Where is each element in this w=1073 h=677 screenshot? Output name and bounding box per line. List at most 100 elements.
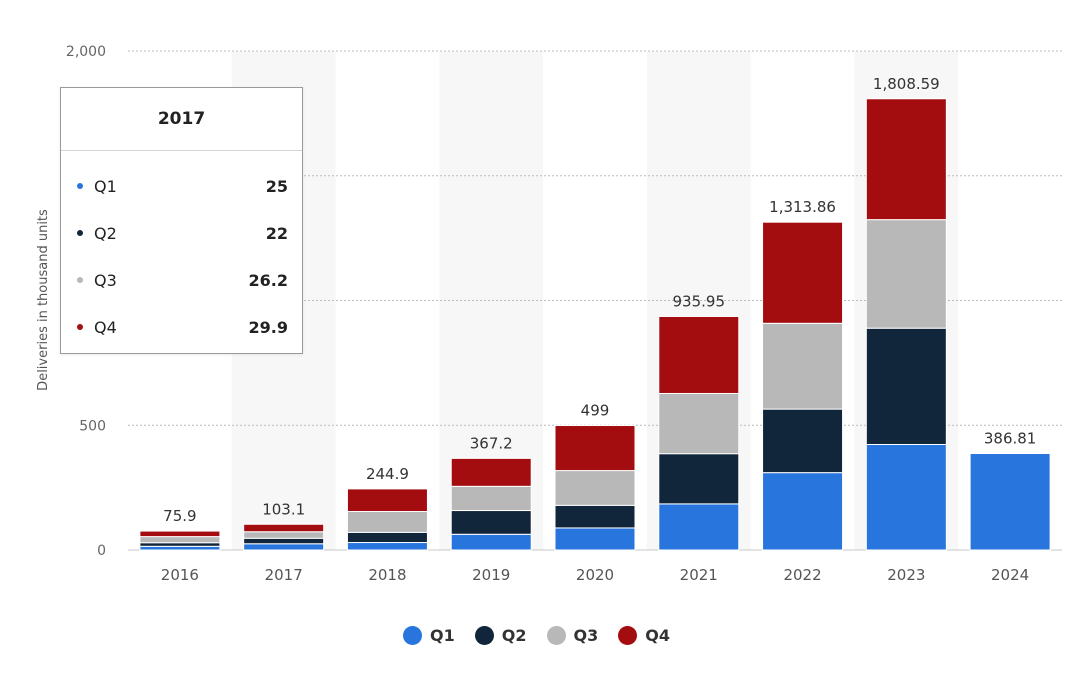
- bar-segment-q1[interactable]: [450, 533, 532, 551]
- x-tick-label: 2018: [368, 566, 406, 584]
- bar-segment-q4[interactable]: [762, 221, 844, 324]
- x-tick-label: 2021: [680, 566, 718, 584]
- bar-segment-q4[interactable]: [865, 98, 947, 221]
- legend-label: Q2: [501, 625, 527, 645]
- tooltip-series-value: 26.2: [248, 271, 288, 290]
- tooltip-series-name: Q2: [94, 224, 117, 243]
- bar-segment-q4[interactable]: [139, 530, 221, 538]
- y-tick-label: 500: [79, 418, 106, 434]
- legend-label: Q1: [430, 625, 455, 645]
- x-tick-label: 2019: [472, 566, 510, 584]
- bar-segment-q2[interactable]: [139, 542, 221, 547]
- legend-item-q2[interactable]: Q2: [474, 625, 527, 645]
- bar-segment-q4[interactable]: [243, 523, 325, 533]
- bar-segment-q1[interactable]: [658, 503, 740, 551]
- tooltip-series-value: 25: [265, 177, 288, 196]
- bar-segment-q3[interactable]: [139, 536, 221, 544]
- bar-stack-2022[interactable]: [762, 221, 844, 551]
- bar-segment-q2[interactable]: [762, 408, 844, 474]
- tooltip-series-value: 22: [265, 224, 288, 243]
- legend: Q1 Q2 Q3 Q4: [0, 620, 1073, 650]
- legend-item-q4[interactable]: Q4: [618, 625, 670, 645]
- bar-total-label: 499: [581, 402, 610, 420]
- bar-segment-q1[interactable]: [865, 443, 947, 551]
- bar-stack-2016[interactable]: [139, 530, 221, 551]
- bar-segment-q4[interactable]: [346, 488, 428, 513]
- bar-segment-q1[interactable]: [139, 545, 221, 551]
- x-tick-label: 2016: [161, 566, 199, 584]
- bar-segment-q1[interactable]: [243, 543, 325, 551]
- bar-segment-q1[interactable]: [346, 542, 428, 551]
- bar-stack-2018[interactable]: [346, 488, 428, 551]
- tooltip-series-name: Q1: [94, 177, 117, 196]
- x-tick-label: 2020: [576, 566, 614, 584]
- bar-total-label: 103.1: [262, 500, 305, 518]
- bar-segment-q3[interactable]: [865, 219, 947, 329]
- tooltip-row-q2: Q2 22: [61, 210, 302, 257]
- x-tick-label: 2022: [783, 566, 821, 584]
- legend-circle-icon: [618, 625, 638, 645]
- series-dot-icon: [77, 230, 83, 236]
- y-axis-title: Deliveries in thousand units: [36, 209, 51, 391]
- bar-total-label: 1,808.59: [873, 75, 940, 93]
- bar-stack-2020[interactable]: [554, 425, 636, 551]
- tooltip: 2017 Q1 25 Q2 22 Q3 26.2 Q4 29.9: [60, 87, 303, 354]
- bar-segment-q4[interactable]: [450, 457, 532, 487]
- x-tick-label: 2017: [265, 566, 303, 584]
- tooltip-series-name: Q4: [94, 318, 117, 337]
- bar-stacks: [139, 98, 1051, 551]
- bar-stack-2019[interactable]: [450, 457, 532, 551]
- bar-segment-q4[interactable]: [658, 315, 740, 394]
- bar-stack-2023[interactable]: [865, 98, 947, 551]
- bar-total-label: 75.9: [163, 507, 196, 525]
- bar-total-label: 1,313.86: [769, 198, 836, 216]
- tooltip-row-q4: Q4 29.9: [61, 304, 302, 351]
- bar-total-label: 244.9: [366, 465, 409, 483]
- legend-label: Q4: [645, 625, 670, 645]
- bar-segment-q3[interactable]: [762, 322, 844, 410]
- x-tick-label: 2023: [887, 566, 925, 584]
- bar-segment-q1[interactable]: [554, 527, 636, 551]
- x-tick-label: 2024: [991, 566, 1029, 584]
- bar-segment-q3[interactable]: [450, 485, 532, 512]
- bar-segment-q3[interactable]: [554, 470, 636, 506]
- tooltip-series-name: Q3: [94, 271, 117, 290]
- y-axis-ticks: 0 500 2,000: [66, 44, 106, 559]
- bar-total-label: 367.2: [470, 434, 513, 452]
- bar-segment-q2[interactable]: [658, 453, 740, 505]
- bar-stack-2017[interactable]: [243, 523, 325, 551]
- legend-circle-icon: [546, 625, 566, 645]
- bar-segment-q2[interactable]: [554, 504, 636, 529]
- legend-circle-icon: [474, 625, 494, 645]
- tooltip-row-q1: Q1 25: [61, 163, 302, 210]
- tooltip-row-q3: Q3 26.2: [61, 257, 302, 304]
- bar-segment-q4[interactable]: [554, 425, 636, 472]
- legend-circle-icon: [403, 625, 423, 645]
- bar-segment-q1[interactable]: [969, 452, 1051, 551]
- tooltip-series-value: 29.9: [248, 318, 288, 337]
- series-dot-icon: [77, 277, 83, 283]
- bar-total-label: 386.81: [984, 429, 1037, 447]
- bar-segment-q2[interactable]: [450, 510, 532, 535]
- bar-segment-q2[interactable]: [865, 327, 947, 445]
- bar-segment-q2[interactable]: [346, 531, 428, 544]
- legend-item-q3[interactable]: Q3: [546, 625, 599, 645]
- bar-stack-2021[interactable]: [658, 315, 740, 551]
- bar-stack-2024[interactable]: [969, 452, 1051, 551]
- legend-label: Q3: [573, 625, 599, 645]
- bar-segment-q1[interactable]: [762, 472, 844, 551]
- y-tick-label: 0: [97, 543, 106, 559]
- tooltip-title: 2017: [61, 88, 302, 151]
- series-dot-icon: [77, 183, 83, 189]
- bar-segment-q2[interactable]: [243, 537, 325, 545]
- total-labels: 75.9 103.1 244.9 367.2 499 935.95 1,313.86 1,80…: [163, 75, 1036, 525]
- bar-segment-q3[interactable]: [658, 392, 740, 455]
- x-axis-ticks: 2016 2017 2018 2019 2020 2021 2022 2023 2024: [161, 566, 1029, 584]
- bar-segment-q3[interactable]: [346, 511, 428, 533]
- y-tick-label: 2,000: [66, 44, 106, 60]
- tooltip-rows: Q1 25 Q2 22 Q3 26.2 Q4 29.9: [61, 151, 302, 351]
- legend-item-q1[interactable]: Q1: [403, 625, 455, 645]
- bar-segment-q3[interactable]: [243, 531, 325, 539]
- series-dot-icon: [77, 324, 83, 330]
